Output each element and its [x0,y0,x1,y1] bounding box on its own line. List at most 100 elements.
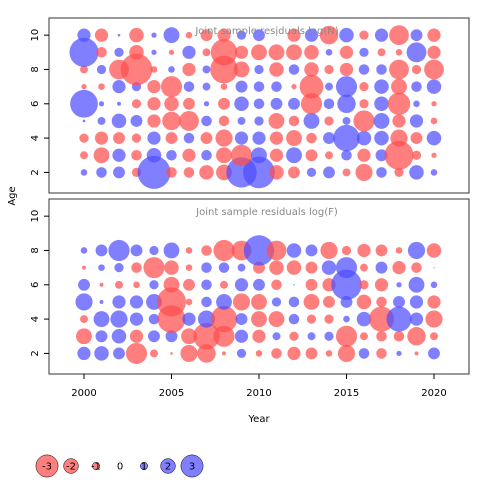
residual-bubble [325,151,333,160]
residual-bubble [253,98,265,110]
residual-bubble [215,129,233,147]
residual-bubble [234,45,249,59]
x-axis-label: Year [247,414,270,425]
legend-label: 3 [189,462,195,473]
residual-bubble [185,298,193,306]
residual-bubble [237,116,246,125]
residual-bubble [150,349,158,358]
residual-bubble [130,115,143,127]
residual-bubble [431,152,437,158]
residual-bubble [333,124,360,152]
residual-bubble [268,113,285,129]
residual-bubble [243,235,275,266]
residual-bubble [357,243,371,258]
residual-bubble [112,295,126,309]
residual-bubble [183,278,195,291]
legend-label: -3 [42,462,52,473]
residual-bubble [146,147,162,163]
residual-bubble [339,27,354,43]
residual-bubble [131,149,142,161]
residual-bubble [201,115,212,127]
residual-bubble [394,167,404,178]
residual-bubble [410,132,423,145]
residual-bubble [98,83,105,90]
residual-bubble [213,239,235,262]
residual-bubble [286,260,302,275]
residual-bubble [148,330,160,343]
residual-bubble [353,110,375,132]
residual-bubble [108,239,130,262]
residual-bubble [236,30,247,40]
residual-bubble [96,64,107,75]
residual-bubble [288,313,300,325]
residual-bubble [286,147,302,164]
residual-bubble [375,244,388,257]
residual-bubble [236,348,247,359]
residual-bubble [324,314,334,324]
residual-bubble [193,323,220,350]
residual-bubble [359,47,369,57]
residual-bubble [95,244,108,257]
residual-bubble [288,166,300,179]
residual-bubble [180,344,198,362]
residual-bubble [149,280,159,290]
residual-bubble [254,116,264,126]
residual-bubble [376,64,387,75]
residual-bubble [392,114,406,128]
residual-bubble [374,79,389,94]
residual-bubble [395,49,403,56]
residual-bubble [94,28,109,42]
residual-bubble [182,312,196,326]
residual-bubble [82,119,86,123]
residual-bubble [269,260,284,275]
residual-bubble [202,65,211,74]
residual-bubble [376,296,387,308]
residual-bubble [168,49,175,55]
legend-bubble [92,462,100,470]
residual-bubble [201,262,212,273]
residual-bubble [112,80,126,94]
panel-logf-title: Joint sample residuals log(F) [195,207,338,218]
residual-bubble [286,130,302,147]
residual-bubble [77,28,91,42]
residual-bubble [430,332,438,341]
residual-bubble [393,330,405,342]
residual-bubble [303,113,320,129]
residual-bubble [113,347,125,360]
residual-bubble [117,33,121,37]
residual-bubble [324,64,334,75]
residual-bubble [359,82,369,92]
residual-bubble [324,116,334,126]
residual-bubble [163,27,180,44]
x-tick-label: 2005 [159,388,184,399]
residual-bubble [251,147,267,164]
residual-bubble [233,61,250,78]
residual-bubble [300,93,323,115]
residual-bubble [143,257,165,279]
residual-bubble [377,48,386,57]
residual-bubble [113,166,125,179]
legend-label: -1 [91,462,101,473]
residual-bubble [99,282,104,287]
residual-bubble [234,329,249,343]
residual-bubble [129,312,144,326]
residual-bubble [269,62,284,77]
residual-bubble [375,261,388,274]
residual-bubble [288,64,300,75]
residual-bubble [384,140,414,170]
residual-bubble [269,131,284,145]
residual-bubble [125,342,148,364]
residual-bubble [360,332,368,341]
residual-bubble [275,34,278,36]
panel-logf-ytick-label: 8 [30,247,41,253]
residual-bubble [387,92,411,116]
residual-bubble [293,284,295,286]
panel-logf-ytick-label: 10 [30,210,41,223]
legend-label: 1 [141,462,147,473]
residual-bubble [359,280,369,290]
residual-bubble [407,241,426,260]
residual-bubble [200,132,213,145]
residual-bubble [234,131,249,145]
residual-bubble [69,37,99,67]
residual-bubble [411,64,422,75]
